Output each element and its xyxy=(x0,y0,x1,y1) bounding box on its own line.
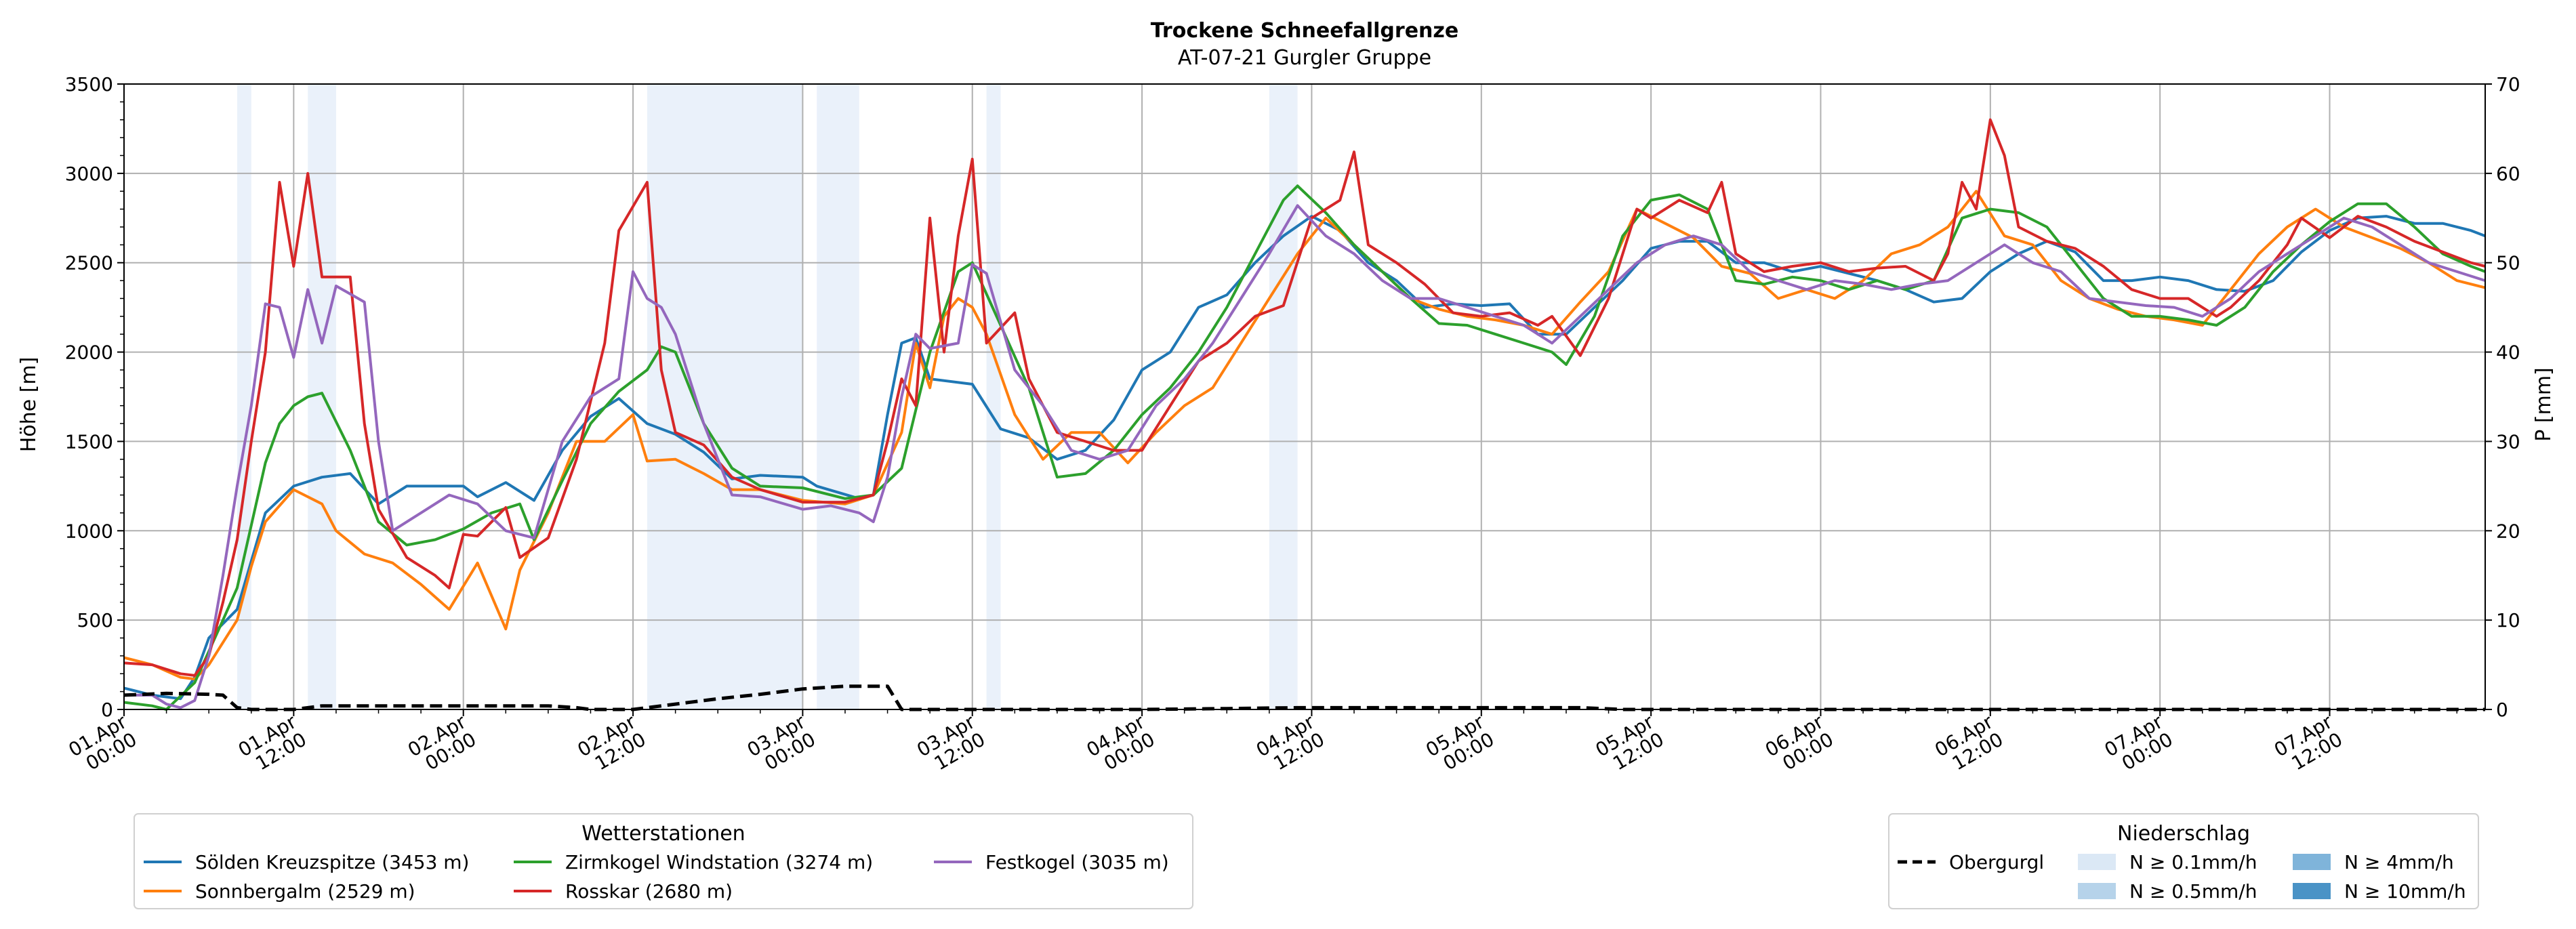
y2-tick-label: 10 xyxy=(2496,609,2520,632)
chart-title: Trockene Schneefallgrenze xyxy=(1151,19,1458,43)
y2-tick-label: 20 xyxy=(2496,520,2520,542)
precip-band-5 xyxy=(1269,84,1298,709)
series-line-4 xyxy=(124,204,2486,709)
legend-stations-frame xyxy=(134,813,1193,909)
precip-band-4 xyxy=(986,84,1001,709)
series-line-0 xyxy=(123,215,2486,701)
y-tick-label: 1500 xyxy=(65,430,113,453)
precipitation-bands xyxy=(237,84,1298,709)
series-line-2 xyxy=(123,184,2486,711)
legend-entry-label: N ≥ 0.5mm/h xyxy=(2129,880,2257,903)
series-lines xyxy=(123,118,2486,711)
y-tick-label: 2000 xyxy=(65,342,113,364)
legend-entry-label: Sonnbergalm (2529 m) xyxy=(195,880,415,903)
chart-subtitle: AT-07-21 Gurgler Gruppe xyxy=(1178,46,1431,70)
series-line-1 xyxy=(123,190,2486,681)
legend-precip-frame xyxy=(1888,813,2479,909)
precip-band-2 xyxy=(647,84,803,709)
legend-swatch xyxy=(2293,883,2331,899)
y2-axis-label: P [mm] xyxy=(2532,367,2556,441)
legend-entry-label: Rosskar (2680 m) xyxy=(565,880,733,903)
y-tick-label: 3500 xyxy=(65,73,113,96)
legend-entry-label: N ≥ 4mm/h xyxy=(2344,851,2454,873)
legend-entry-label: Festkogel (3035 m) xyxy=(985,851,1169,873)
y-tick-label: 1000 xyxy=(65,520,113,542)
plot-frame xyxy=(123,83,2486,710)
precip-band-3 xyxy=(817,84,859,709)
y-tick-label: 500 xyxy=(77,609,113,632)
legend-entry-label: N ≥ 10mm/h xyxy=(2344,880,2466,903)
legend-entry-label: Obergurgl xyxy=(1949,851,2044,873)
legend-entry-label: Sölden Kreuzspitze (3453 m) xyxy=(195,851,469,873)
legend-precip-title: Niederschlag xyxy=(2117,822,2250,846)
legend-entry-label: N ≥ 0.1mm/h xyxy=(2129,851,2257,873)
y-tick-label: 3000 xyxy=(65,163,113,185)
legend-precip: Niederschlag Obergurgl N ≥ 0.1mm/h N ≥ 0.5… xyxy=(1888,813,2479,909)
precip-band-0 xyxy=(237,84,251,709)
y2-tick-label: 70 xyxy=(2496,73,2520,96)
legend-stations-title: Wetterstationen xyxy=(581,822,745,846)
legend-swatch xyxy=(2078,854,2116,870)
y-tick-label: 2500 xyxy=(65,252,113,274)
y2-tick-label: 0 xyxy=(2496,699,2508,721)
series-line-3 xyxy=(123,118,2486,677)
y2-tick-label: 40 xyxy=(2496,342,2520,364)
y2-tick-label: 60 xyxy=(2496,163,2520,185)
series-line-5 xyxy=(123,684,2485,711)
legend-entry-label: Zirmkogel Windstation (3274 m) xyxy=(565,851,873,873)
y-tick-label: 0 xyxy=(101,699,113,721)
y2-tick-label: 30 xyxy=(2496,430,2520,453)
y-axis-label: Höhe [m] xyxy=(17,357,41,453)
legend-swatch xyxy=(2078,883,2116,899)
legend-swatch xyxy=(2293,854,2331,870)
grid-lines xyxy=(123,83,2485,710)
legend-stations: Wetterstationen Sölden Kreuzspitze (3453… xyxy=(134,813,1193,909)
y2-tick-label: 50 xyxy=(2496,252,2520,274)
